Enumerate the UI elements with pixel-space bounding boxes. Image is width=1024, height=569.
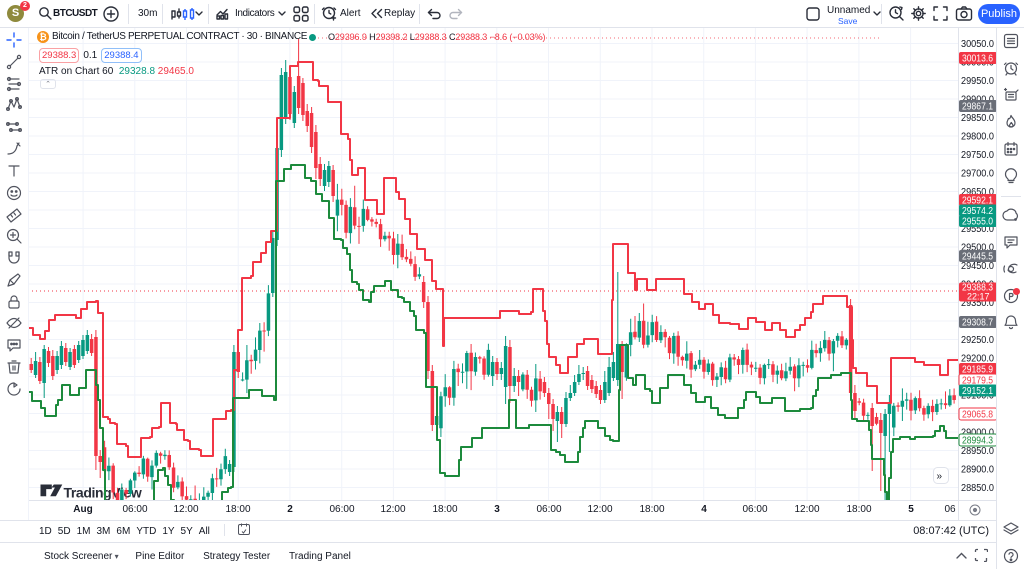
svg-text:12:00: 12:00 [794, 504, 819, 515]
svg-text:29000.0: 29000.0 [961, 428, 994, 439]
svg-text:06:00: 06:00 [742, 504, 767, 515]
svg-text:18:00: 18:00 [432, 504, 457, 515]
svg-text:29800.0: 29800.0 [961, 132, 994, 143]
svg-text:29700.0: 29700.0 [961, 169, 994, 180]
svg-text:12:00: 12:00 [173, 504, 198, 515]
svg-text:5: 5 [908, 504, 914, 515]
svg-text:2: 2 [287, 504, 293, 515]
svg-text:18:00: 18:00 [639, 504, 664, 515]
svg-text:29592.1: 29592.1 [962, 196, 993, 207]
svg-text:29350.0: 29350.0 [961, 298, 994, 309]
svg-text:29650.0: 29650.0 [961, 187, 994, 198]
svg-text:28950.0: 28950.0 [961, 446, 994, 457]
svg-text:28850.0: 28850.0 [961, 483, 994, 494]
svg-text:29555.0: 29555.0 [962, 217, 993, 228]
svg-text:4: 4 [701, 504, 707, 515]
svg-text:06:00: 06:00 [329, 504, 354, 515]
svg-text:12:00: 12:00 [587, 504, 612, 515]
svg-text:29065.8: 29065.8 [962, 410, 993, 421]
svg-text:28900.0: 28900.0 [961, 465, 994, 476]
svg-text:29550.0: 29550.0 [961, 224, 994, 235]
svg-text:12:00: 12:00 [380, 504, 405, 515]
svg-text:29574.2: 29574.2 [962, 206, 993, 217]
svg-text:29308.7: 29308.7 [962, 318, 993, 329]
svg-text:29152.1: 29152.1 [962, 386, 993, 397]
svg-text:29950.0: 29950.0 [961, 76, 994, 87]
svg-text:29750.0: 29750.0 [961, 150, 994, 161]
svg-text:»: » [937, 471, 943, 482]
svg-text:29867.1: 29867.1 [962, 102, 993, 113]
svg-text:22:17: 22:17 [967, 292, 990, 302]
svg-text:18:00: 18:00 [225, 504, 250, 515]
svg-text:29179.5: 29179.5 [962, 376, 993, 387]
svg-text:30013.6: 30013.6 [962, 54, 993, 65]
svg-text:06:00: 06:00 [122, 504, 147, 515]
svg-text:29200.0: 29200.0 [961, 354, 994, 365]
svg-text:29850.0: 29850.0 [961, 113, 994, 124]
svg-text:3: 3 [494, 504, 500, 515]
svg-text:06: 06 [944, 504, 956, 515]
svg-text:29500.0: 29500.0 [961, 243, 994, 254]
svg-text:29450.0: 29450.0 [961, 261, 994, 272]
svg-text:30050.0: 30050.0 [961, 39, 994, 50]
svg-text:28994.3: 28994.3 [962, 436, 993, 447]
svg-text:29250.0: 29250.0 [961, 335, 994, 346]
svg-text:29185.9: 29185.9 [962, 365, 993, 376]
svg-text:29445.5: 29445.5 [962, 252, 993, 263]
svg-text:29388.3: 29388.3 [962, 283, 993, 294]
svg-text:18:00: 18:00 [846, 504, 871, 515]
svg-text:06:00: 06:00 [536, 504, 561, 515]
svg-text:Aug: Aug [73, 504, 92, 515]
